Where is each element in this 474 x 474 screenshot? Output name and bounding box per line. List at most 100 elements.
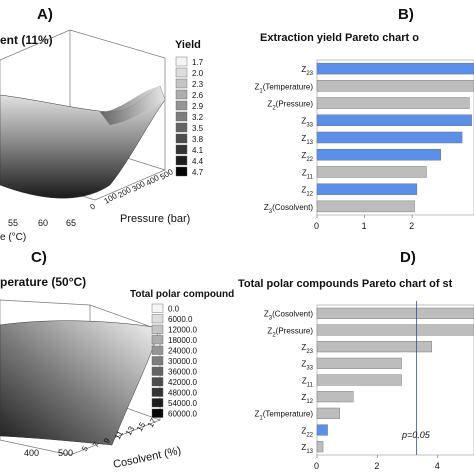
bar [316, 80, 474, 92]
panel-b: B) Extraction yield Pareto chart o Z23 Z1… [255, 6, 474, 231]
legend-value: 3.5 [192, 124, 204, 133]
x-tick-label: 1 [362, 221, 367, 231]
legend-swatch [175, 144, 188, 155]
panel-a-y-label: Pressure (bar) [120, 213, 190, 225]
y-tick-label: 15 [135, 420, 148, 433]
legend-swatch [175, 78, 188, 89]
panel-d-pareto-chart: Z3(Cosolvent) Z2(Pressure) Z23 Z33 Z11 Z12 Z1(… [255, 301, 474, 471]
bar [316, 97, 470, 109]
bar-category-label: Z11 [302, 376, 314, 388]
panel-a-title: ent (11%) [0, 33, 53, 47]
legend-swatch [151, 335, 164, 345]
x-tick-label: 55 [8, 218, 18, 228]
panel-d-letter: D) [400, 249, 416, 266]
y-tick-label: 9 [102, 436, 112, 445]
legend-swatch [151, 303, 164, 313]
y-tick-label: 5 [80, 444, 90, 453]
legend-swatch [151, 324, 164, 334]
bar-category-label: Z13 [301, 134, 313, 146]
y-tick-label: 13 [124, 424, 137, 437]
legend-swatch [151, 377, 164, 387]
legend-swatch [175, 56, 188, 67]
panel-a-surface-ridge [100, 86, 165, 125]
panel-c-letter: C) [31, 249, 47, 266]
bar-category-label: Z33 [301, 117, 313, 129]
legend-swatch [151, 366, 164, 376]
legend-value: 4.7 [192, 168, 204, 177]
bar-category-label: Z23 [301, 65, 313, 77]
bar-category-label: Z3(Cosolvent) [264, 310, 313, 322]
panel-a: A) ent (11%) Yield 1.7 2.0 2.3 2.6 2.9 3.2 3.5… [0, 6, 204, 243]
bar [316, 149, 441, 161]
legend-value: 1.7 [192, 58, 204, 67]
legend-value: 3.2 [192, 113, 204, 122]
panel-a-legend: 1.7 2.0 2.3 2.6 2.9 3.2 3.5 3.8 4.1 4.4 4.7 [175, 56, 204, 177]
panel-a-letter: A) [37, 6, 53, 23]
bar [316, 424, 328, 436]
legend-value: 0.0 [168, 305, 180, 314]
legend-value: 4.1 [192, 146, 204, 155]
legend-value: 12000.0 [168, 326, 197, 335]
legend-value: 54000.0 [168, 399, 197, 408]
bar-category-label: Z22 [301, 151, 313, 163]
x-tick-label: 4 [435, 461, 440, 471]
legend-value: 2.0 [192, 69, 204, 78]
bar [316, 441, 324, 453]
x-tick-label: 60 [38, 218, 48, 228]
panel-c-response-surface [0, 320, 161, 446]
bar [316, 62, 474, 75]
bar-category-label: Z12 [301, 393, 313, 405]
y-tick-label: 17 [146, 416, 159, 429]
y-tick-label: 7 [91, 440, 101, 449]
legend-value: 3.8 [192, 135, 204, 144]
legend-swatch [151, 387, 164, 397]
panel-c-title: perature (50°C) [0, 275, 86, 289]
legend-swatch [175, 89, 188, 100]
panel-c: C) perature (50°C) Total polar compound … [0, 249, 234, 471]
legend-swatch [175, 111, 188, 122]
legend-swatch [151, 345, 164, 355]
x-tick-label: 500 [58, 448, 73, 458]
bar-category-label: Z12 [301, 186, 313, 198]
bar [316, 407, 340, 419]
bar-category-label: Z13 [301, 443, 313, 455]
legend-value: 2.9 [192, 102, 204, 111]
bar [316, 200, 415, 213]
legend-swatch [175, 133, 188, 144]
bar [316, 131, 463, 144]
bar-category-label: Z33 [301, 360, 313, 372]
legend-swatch [151, 314, 164, 324]
bar [316, 114, 472, 126]
bar [316, 374, 402, 386]
legend-value: 48000.0 [168, 389, 197, 398]
legend-swatch [151, 356, 164, 366]
legend-value: 4.4 [192, 157, 204, 166]
bar-category-label: Z2(Pressure) [267, 326, 313, 338]
x-tick-label: 400 [24, 448, 39, 458]
legend-value: 30000.0 [168, 357, 197, 366]
legend-value: 42000.0 [168, 378, 197, 387]
panel-d: D) Total polar compounds Pareto chart of… [238, 249, 474, 471]
panel-a-legend-title: Yield [175, 39, 201, 51]
bar [316, 307, 474, 319]
legend-swatch [175, 155, 188, 166]
bar-category-label: Z2(Pressure) [267, 100, 313, 112]
legend-value: 36000.0 [168, 368, 197, 377]
panel-c-legend-title: Total polar compound [130, 289, 234, 300]
x-tick-label: 2 [374, 461, 379, 471]
legend-swatch [175, 100, 188, 111]
panel-b-pareto-chart: Z23 Z1(Temperature) Z2(Pressure) Z33 Z13 Z22 Z… [255, 59, 474, 231]
legend-value: 18000.0 [168, 336, 197, 345]
y-tick-label: 500 [159, 167, 176, 182]
legend-value: 2.3 [192, 80, 204, 89]
legend-swatch [175, 166, 188, 177]
panel-a-x-label: e (°C) [0, 232, 26, 243]
legend-swatch [151, 398, 164, 408]
x-tick-label: 65 [66, 218, 76, 228]
panel-d-threshold-label: p=0.05 [401, 430, 431, 440]
legend-swatch [175, 67, 188, 78]
bar-category-label: Z3(Cosolvent) [264, 203, 313, 215]
legend-value: 24000.0 [168, 347, 197, 356]
